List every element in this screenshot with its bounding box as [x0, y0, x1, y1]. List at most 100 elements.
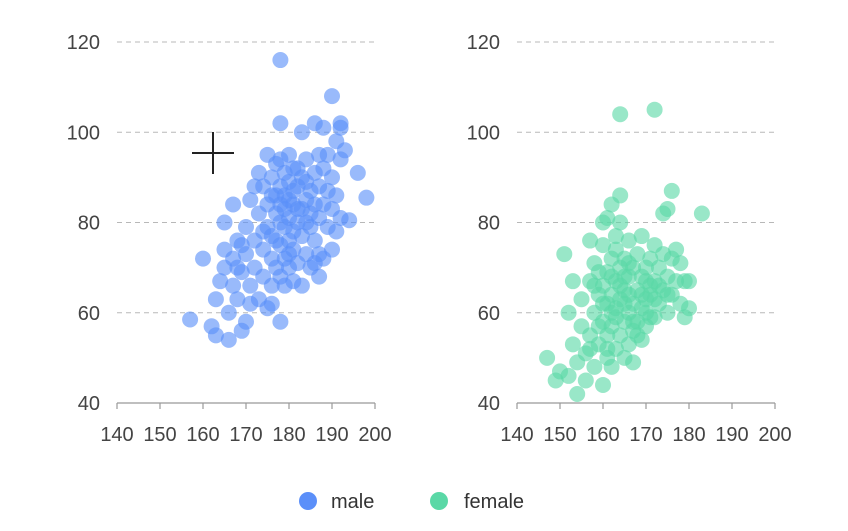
female-point[interactable] — [586, 277, 603, 294]
female-point[interactable] — [556, 246, 573, 263]
male-point[interactable] — [293, 277, 310, 294]
male-point[interactable] — [324, 169, 340, 186]
male-point[interactable] — [182, 311, 199, 328]
male-point[interactable] — [276, 277, 293, 294]
male-point[interactable] — [311, 268, 328, 285]
legend-item-female[interactable]: female — [430, 491, 524, 513]
male-point[interactable] — [233, 237, 250, 254]
male-point[interactable] — [324, 88, 340, 105]
female-point[interactable] — [633, 228, 650, 245]
male-point[interactable] — [298, 173, 315, 190]
male-point[interactable] — [328, 187, 345, 204]
male-point[interactable] — [242, 191, 259, 208]
female-point[interactable] — [595, 237, 611, 254]
female-point[interactable] — [659, 304, 676, 321]
male-point[interactable] — [246, 178, 263, 195]
female-point[interactable] — [595, 376, 611, 393]
male-point[interactable] — [332, 115, 349, 132]
male-point[interactable] — [250, 164, 267, 181]
male-point[interactable] — [259, 146, 276, 163]
female-point[interactable] — [672, 255, 689, 272]
female-point[interactable] — [659, 286, 676, 303]
female-point[interactable] — [569, 385, 586, 402]
male-point[interactable] — [349, 164, 366, 181]
female-point[interactable] — [681, 273, 697, 290]
male-point[interactable] — [315, 119, 332, 136]
female-point[interactable] — [603, 358, 620, 375]
female-point[interactable] — [620, 255, 637, 272]
legend-item-male[interactable]: male — [299, 491, 374, 513]
male-point[interactable] — [293, 124, 310, 141]
female-point[interactable] — [577, 372, 594, 389]
female-point[interactable] — [573, 291, 590, 308]
female-point[interactable] — [564, 336, 581, 353]
male-point[interactable] — [207, 327, 224, 344]
female-point[interactable] — [668, 241, 685, 258]
male-point[interactable] — [225, 277, 242, 294]
male-point[interactable] — [242, 277, 259, 294]
female-point[interactable] — [599, 209, 616, 226]
male-point[interactable] — [238, 313, 254, 330]
female-point[interactable] — [681, 300, 697, 317]
female-point[interactable] — [633, 286, 650, 303]
female-point[interactable] — [663, 182, 680, 199]
female-point[interactable] — [582, 340, 599, 357]
male-point[interactable] — [238, 219, 254, 236]
male-point[interactable] — [229, 291, 246, 308]
male-point[interactable] — [341, 212, 358, 229]
female-point[interactable] — [607, 228, 624, 245]
male-point[interactable] — [281, 246, 297, 263]
female-point[interactable] — [646, 101, 663, 118]
male-point[interactable] — [212, 273, 229, 290]
male-point[interactable] — [298, 151, 315, 168]
male-point[interactable] — [220, 331, 237, 348]
male-point[interactable] — [225, 196, 242, 213]
female-point[interactable] — [693, 205, 710, 222]
male-point[interactable] — [319, 146, 336, 163]
male-point[interactable] — [289, 200, 306, 217]
female-point[interactable] — [539, 349, 556, 366]
male-point[interactable] — [272, 115, 289, 132]
male-point[interactable] — [302, 219, 319, 236]
male-point[interactable] — [272, 313, 289, 330]
female-point[interactable] — [659, 200, 676, 217]
male-point[interactable] — [229, 259, 246, 276]
male-point[interactable] — [324, 241, 340, 258]
male-point[interactable] — [263, 187, 280, 204]
female-point[interactable] — [629, 327, 646, 344]
male-point[interactable] — [358, 189, 375, 206]
male-point[interactable] — [195, 250, 211, 267]
female-point[interactable] — [560, 367, 577, 384]
male-point[interactable] — [263, 295, 280, 312]
male-point[interactable] — [242, 295, 259, 312]
male-point[interactable] — [216, 214, 233, 231]
female-point[interactable] — [586, 358, 603, 375]
male-point[interactable] — [255, 223, 272, 240]
male-point[interactable] — [272, 52, 289, 69]
male-point[interactable] — [268, 232, 285, 249]
female-point[interactable] — [612, 106, 629, 123]
female-point[interactable] — [646, 291, 663, 308]
female-point[interactable] — [595, 295, 611, 312]
female-point[interactable] — [620, 232, 637, 249]
male-point[interactable] — [207, 291, 224, 308]
female-point[interactable] — [612, 187, 629, 204]
female-point[interactable] — [603, 268, 620, 285]
female-point[interactable] — [560, 304, 577, 321]
male-point[interactable] — [306, 255, 323, 272]
female-point[interactable] — [642, 309, 659, 326]
male-point[interactable] — [220, 304, 237, 321]
female-point[interactable] — [612, 214, 629, 231]
female-point[interactable] — [582, 232, 599, 249]
male-point[interactable] — [328, 223, 345, 240]
female-point[interactable] — [590, 264, 607, 281]
female-point[interactable] — [638, 273, 654, 290]
male-point[interactable] — [272, 151, 289, 168]
female-point[interactable] — [625, 354, 642, 371]
female-point[interactable] — [599, 340, 616, 357]
male-point[interactable] — [306, 232, 323, 249]
female-point[interactable] — [616, 268, 633, 285]
female-point[interactable] — [625, 313, 642, 330]
male-point[interactable] — [336, 142, 353, 159]
female-point[interactable] — [564, 273, 581, 290]
